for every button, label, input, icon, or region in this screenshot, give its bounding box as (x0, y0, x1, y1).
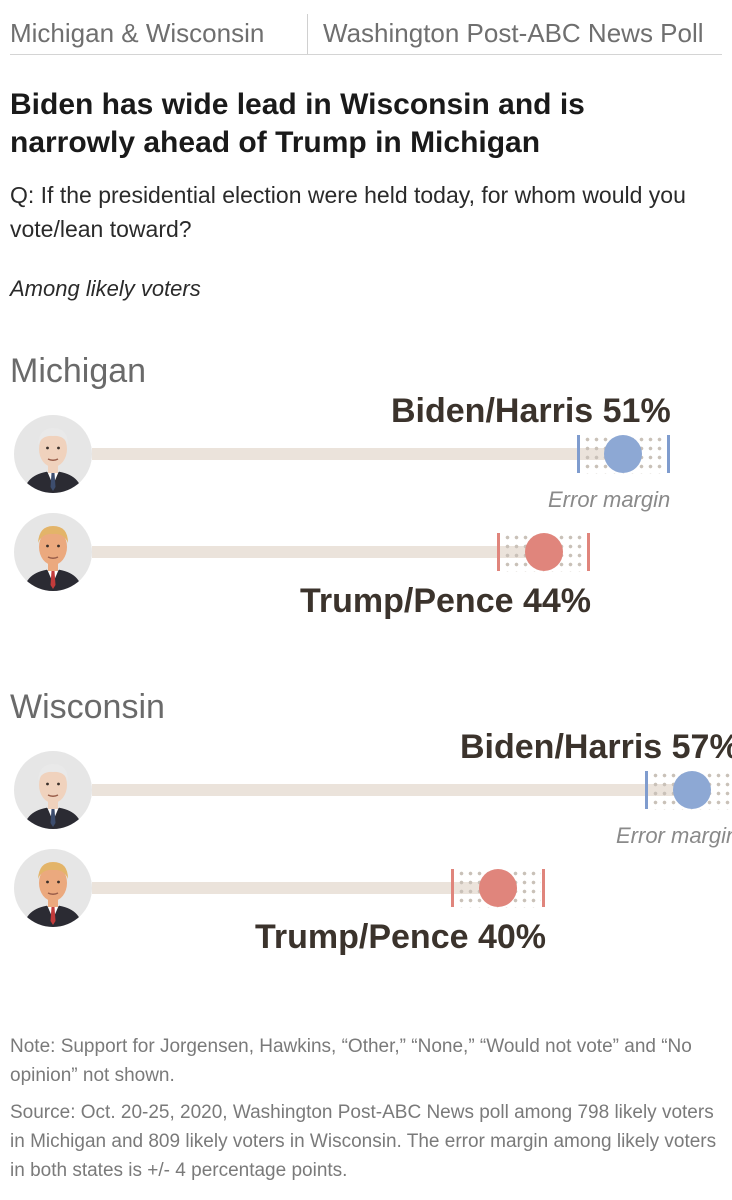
candidate-value-label: Trump/Pence 44% (300, 582, 592, 620)
error-margin-label: Error margin (548, 487, 671, 512)
error-tick-right (541, 869, 545, 907)
bar-track (92, 546, 544, 558)
biden-portrait-icon (14, 415, 92, 493)
value-dot (672, 771, 711, 809)
section-label: Michigan & Wisconsin (10, 18, 265, 48)
error-tick-right (587, 533, 591, 571)
poll-source-label: Washington Post-ABC News Poll (323, 18, 704, 48)
chart-source: Source: Oct. 20-25, 2020, Washington Pos… (10, 1102, 717, 1181)
poll-question: Q: If the presidential election were hel… (10, 182, 686, 242)
bar-track (92, 448, 624, 460)
state-label: Michigan (10, 352, 147, 390)
chart-note: Note: Support for Jorgensen, Hawkins, “O… (10, 1036, 692, 1086)
value-dot (604, 435, 643, 473)
value-dot (524, 533, 563, 571)
error-tick-left (497, 533, 500, 571)
candidate-value-label: Trump/Pence 40% (255, 918, 547, 956)
population-label: Among likely voters (10, 276, 201, 301)
bar-track (92, 882, 498, 894)
trump-portrait-icon (14, 513, 92, 591)
candidate-value-label: Biden/Harris 51% (391, 392, 671, 430)
error-tick-left (645, 771, 649, 809)
error-tick-left (451, 869, 455, 907)
error-tick-right (667, 435, 670, 473)
headline: Biden has wide lead in Wisconsin and is … (10, 88, 585, 159)
header-divider (307, 14, 308, 54)
candidate-value-label: Biden/Harris 57% (460, 728, 732, 766)
state-label: Wisconsin (10, 688, 165, 726)
value-dot (479, 869, 517, 907)
top-bar: Michigan & Wisconsin Washington Post-ABC… (10, 14, 722, 55)
bar-track (92, 784, 692, 796)
error-margin-label: Error margin (616, 823, 732, 848)
biden-portrait-icon (14, 751, 92, 829)
error-tick-left (576, 435, 580, 473)
trump-portrait-icon (14, 849, 92, 927)
